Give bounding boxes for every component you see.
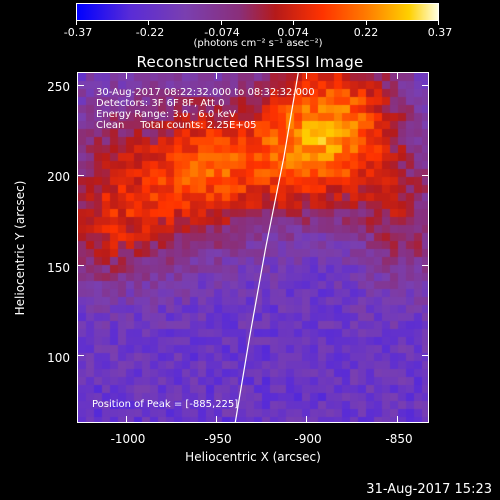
timestamp: 31-Aug-2017 15:23 (366, 482, 492, 497)
plot-title: Reconstructed RHESSI Image (136, 53, 364, 71)
axis-tick (125, 416, 127, 423)
axis-tick (77, 84, 84, 86)
colorbar-label: 0.074 (277, 26, 309, 39)
axis-tick (422, 174, 429, 176)
colorbar-tick (366, 21, 367, 25)
colorbar-label: 0.37 (427, 26, 453, 39)
axis-tick (306, 416, 308, 423)
limb-path (234, 73, 299, 422)
x-tick-label: -900 (294, 432, 322, 446)
heatmap-image (78, 73, 428, 422)
colorbar-tick (438, 21, 439, 25)
colorbar-tick (293, 21, 294, 25)
x-tick-label: -1000 (110, 432, 146, 446)
peak-position-text: Position of Peak = [-885,225] (92, 399, 239, 410)
y-tick-label: 100 (47, 351, 70, 365)
y-axis-label: Heliocentric Y (arcsec) (13, 180, 27, 316)
axis-tick (215, 72, 217, 79)
axis-tick (422, 354, 429, 356)
axis-tick (422, 84, 429, 86)
x-axis-label: Heliocentric X (arcsec) (185, 450, 321, 464)
y-tick-label: 250 (47, 80, 70, 94)
axis-tick (125, 72, 127, 79)
y-tick-label: 200 (47, 170, 70, 184)
x-tick-label: -850 (385, 432, 413, 446)
colorbar-tick (148, 21, 149, 25)
colorbar-tick (76, 21, 77, 25)
colorbar-label: 0.22 (353, 26, 379, 39)
x-tick-label: -950 (204, 432, 232, 446)
axis-tick (422, 264, 429, 266)
colorbar-label: -0.37 (63, 26, 93, 39)
colorbar-unit: (photons cm⁻² s⁻¹ asec⁻²) (193, 38, 323, 49)
info-detectors: Detectors: 3F 6F 8F, Att 0 (96, 98, 225, 109)
axis-tick (396, 416, 398, 423)
y-tick-label: 150 (47, 261, 70, 275)
colorbar-label: -0.22 (135, 26, 165, 39)
colorbar (76, 3, 439, 21)
info-energy-range: Energy Range: 3.0 - 6.0 keV (96, 109, 236, 120)
axis-tick (396, 72, 398, 79)
axis-tick (77, 354, 84, 356)
colorbar-label: -0.074 (204, 26, 240, 39)
axis-tick (77, 174, 84, 176)
axis-tick (77, 264, 84, 266)
colorbar-tick (221, 21, 222, 25)
axis-tick (215, 416, 217, 423)
info-total-counts: Clean Total counts: 2.25E+05 (96, 120, 257, 131)
image-plot: 30-Aug-2017 08:22:32.000 to 08:32:32.000… (77, 72, 429, 423)
axis-tick (306, 72, 308, 79)
solar-limb-line (234, 73, 299, 422)
info-time-range: 30-Aug-2017 08:22:32.000 to 08:32:32.000 (96, 87, 315, 98)
